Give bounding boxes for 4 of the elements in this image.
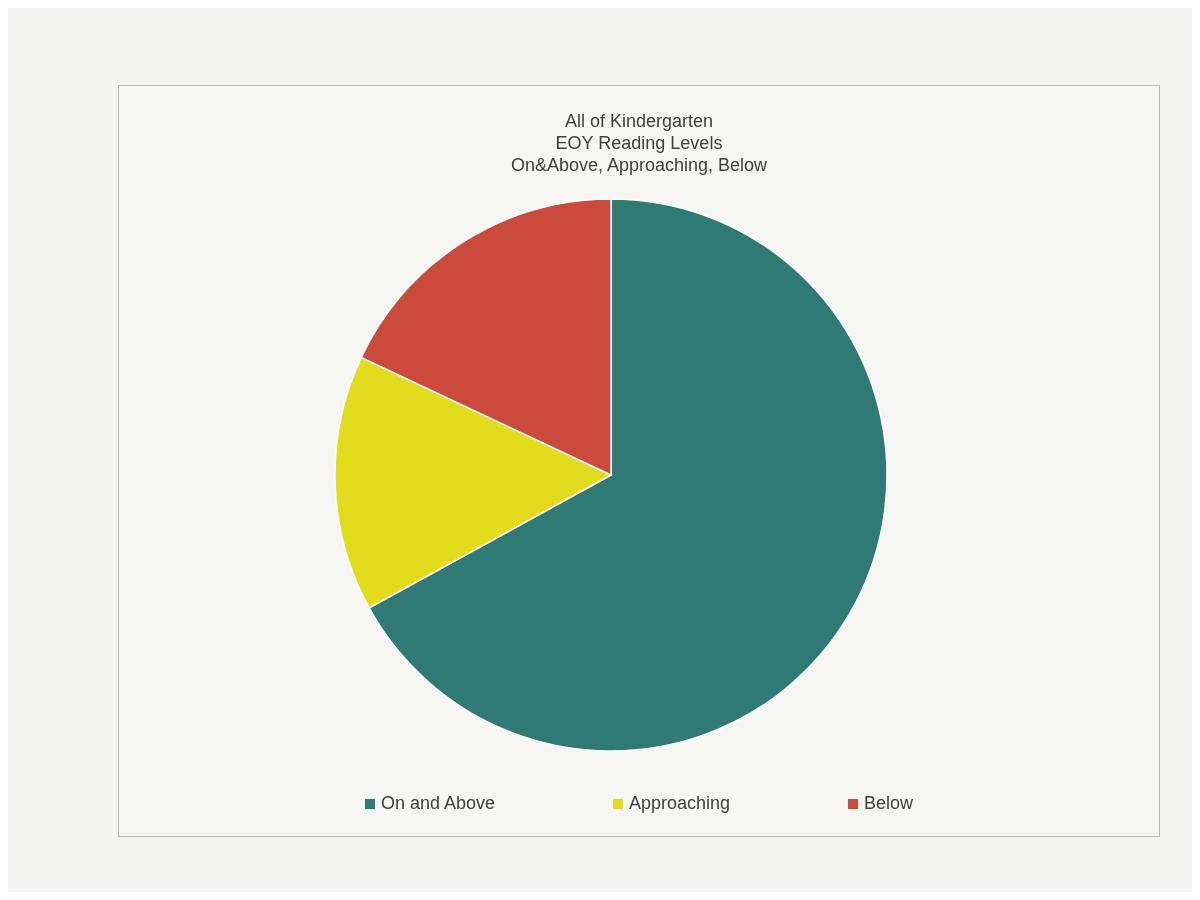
chart-title: All of Kindergarten EOY Reading Levels On&Above, Approaching, Below <box>509 110 769 176</box>
legend-label: Approaching <box>628 793 731 814</box>
legend-label: On and Above <box>380 793 495 814</box>
legend-label: Below <box>864 793 914 814</box>
